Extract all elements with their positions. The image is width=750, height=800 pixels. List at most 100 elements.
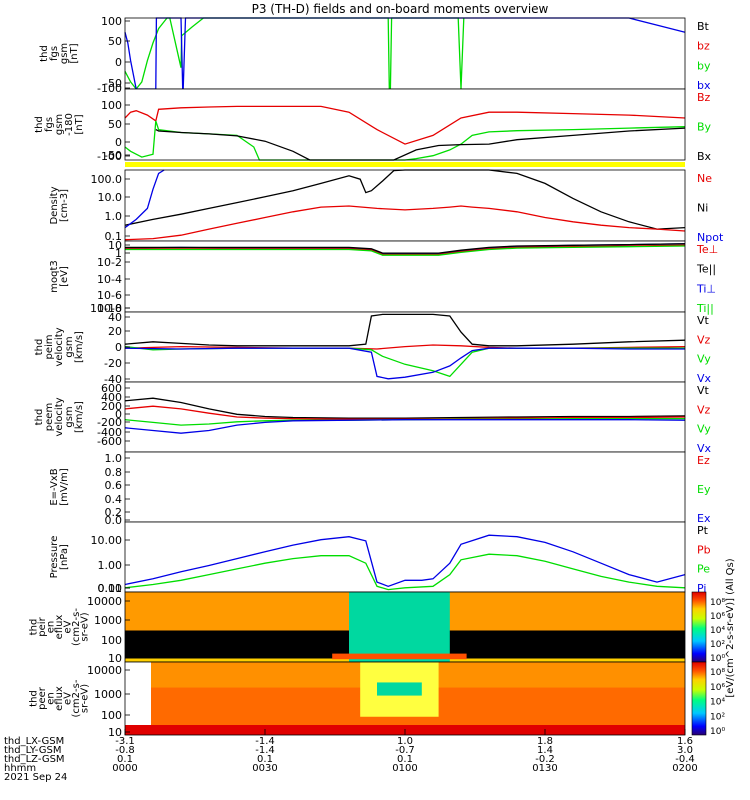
y-tick-label: 50 (108, 35, 122, 48)
legend-entry: Vt (697, 384, 710, 397)
y-tick-label: -50 (104, 77, 122, 90)
y-tick-label: 40 (108, 311, 122, 324)
x-tick-label: 0100 (392, 763, 417, 774)
legend-entry: Vy (697, 423, 711, 436)
y-axis-label: en (46, 692, 57, 705)
y-axis-label: [nT] (74, 114, 85, 134)
y-axis-label: gsm (54, 114, 65, 135)
y-tick-label: 0.8 (105, 466, 123, 479)
colorbar-tick: 10⁸ (710, 668, 725, 678)
y-axis-label: en (46, 621, 57, 634)
y-axis-label: thd (29, 619, 40, 636)
legend-entry: Vz (697, 403, 711, 416)
y-axis-label: Pressure (49, 536, 60, 579)
y-axis-label: eV (63, 620, 74, 633)
y-axis-label: velocity (54, 397, 65, 436)
series-line (125, 245, 686, 256)
y-axis-label: gsm (64, 406, 75, 427)
panel-background (125, 241, 685, 312)
legend-entry: Vx (697, 372, 712, 385)
legend-entry: Pt (697, 524, 709, 537)
panel-background (125, 452, 685, 522)
x-tick-label: -3.1 (115, 736, 135, 747)
x-tick-label: -0.2 (535, 754, 555, 765)
y-tick-label: 10-4 (97, 273, 122, 286)
series-line (125, 244, 686, 256)
legend-entry: Vy (697, 353, 711, 366)
y-tick-label: 100 (101, 99, 122, 112)
panel-3: 100.0 10.0 1.0 0.1 Density [cm-3] Ne Ni Npot (49, 169, 724, 244)
legend-entry: Bz (697, 91, 711, 104)
y-axis-label: eflux (54, 686, 65, 711)
legend-entry: Pe (697, 563, 710, 576)
y-tick-label: 0 (115, 341, 122, 354)
legend-entry: Ez (697, 454, 710, 467)
colorbar-tick: 10⁶ (710, 612, 725, 622)
legend-entry: Te|| (696, 263, 716, 276)
x-tick-label: -0.8 (115, 745, 135, 756)
series-line (124, 169, 165, 229)
y-tick-label: -20 (104, 357, 122, 370)
x-tick-label: 0.1 (257, 754, 273, 765)
colorbar-tick: 10² (710, 640, 725, 650)
panel-7: 1.00.80.60.40.20.0 E=-VxB [mV/m] Ez Ey Ex (49, 451, 711, 527)
y-axis-label: [mV/m] (59, 468, 70, 506)
spectrogram-band (349, 592, 450, 662)
legend-entry: Ni (697, 202, 708, 215)
legend-entry: Bx (697, 150, 712, 163)
series-line (124, 313, 686, 347)
y-tick-label: -600 (97, 435, 122, 448)
panel-background (125, 89, 685, 160)
legend-entry: Pi (697, 582, 706, 595)
y-tick-label: -50 (104, 149, 122, 162)
legend-entry: Bt (697, 20, 710, 33)
x-tick-label: -1.4 (255, 745, 275, 756)
y-tick-label: -200 (97, 416, 122, 429)
x-tick-label: 1.0 (397, 736, 413, 747)
x-tick-label: -1.4 (255, 736, 275, 747)
legend-entry: Ex (697, 512, 711, 525)
y-axis-label: eV (63, 692, 74, 705)
legend-entry: bz (697, 40, 710, 53)
y-tick-label: 1000 (94, 614, 122, 627)
y-tick-label: 0.0 (105, 514, 123, 527)
status-bar (125, 162, 685, 167)
panel-background (125, 522, 685, 592)
spectrogram-band (377, 682, 422, 696)
y-axis-label: thd (34, 409, 45, 426)
legend-entry: Vz (697, 333, 711, 346)
y-tick-label: 10-6 (97, 289, 122, 302)
y-axis-label: -180 (64, 113, 75, 136)
panel-2: 100 50 0-50-100 thd fgs gsm -180 [nT] Bz By Bx (34, 88, 712, 163)
y-tick-label: 0.6 (105, 479, 123, 492)
y-axis-label: fgs (49, 46, 60, 61)
x-axis-row-label: hhmm (4, 763, 36, 774)
series-line (124, 405, 686, 420)
y-tick-label: 0 (115, 56, 122, 69)
spectrogram-gap (125, 662, 151, 735)
y-tick-label: 10-8 (97, 302, 122, 315)
y-tick-label: -400 (97, 426, 122, 439)
y-tick-label: 10-10 (90, 302, 122, 315)
y-axis-label: peem (44, 403, 55, 431)
y-tick-label: 0 (115, 408, 122, 421)
y-tick-label: 1.0 (105, 452, 123, 465)
panel-9: 10⁸ 10⁶ 10⁴ 10² 10⁰ 10000 1000 100 10 thdpeirenef… (29, 591, 725, 665)
x-tick-label: 1.4 (537, 745, 553, 756)
y-axis-label: eflux (54, 615, 65, 640)
colorbar-tick: 10⁶ (710, 683, 725, 693)
series-line (124, 205, 686, 241)
colorbar (691, 661, 707, 736)
y-tick-label: 10 (108, 652, 122, 665)
y-axis-label: moqt3 (49, 260, 60, 293)
legend-entry: Pb (697, 543, 711, 556)
y-axis-label: [km/s] (74, 331, 85, 363)
y-tick-label: 100 (101, 709, 122, 722)
colorbar-tick: 10⁰ (710, 727, 725, 737)
x-axis-row-label: 2021 Sep 24 (4, 772, 67, 783)
panel-background (125, 18, 685, 89)
y-axis-label: sr-eV) (80, 612, 91, 641)
legend-entry: Npot (697, 231, 724, 244)
